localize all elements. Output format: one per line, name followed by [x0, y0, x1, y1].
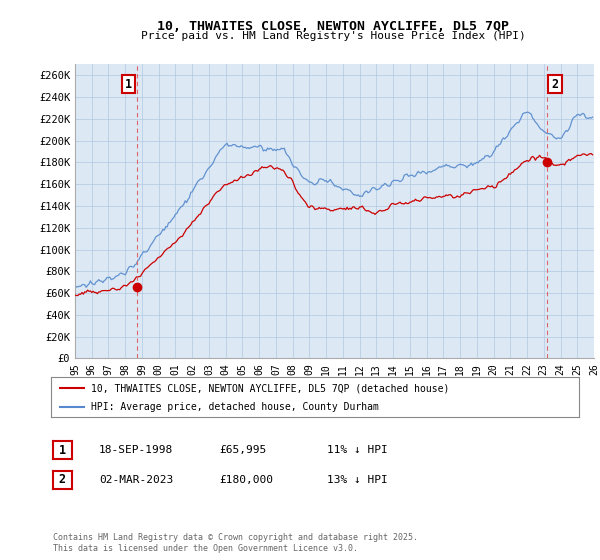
- Text: 11% ↓ HPI: 11% ↓ HPI: [327, 445, 388, 455]
- Text: HPI: Average price, detached house, County Durham: HPI: Average price, detached house, Coun…: [91, 402, 379, 412]
- Text: 10, THWAITES CLOSE, NEWTON AYCLIFFE, DL5 7QP (detached house): 10, THWAITES CLOSE, NEWTON AYCLIFFE, DL5…: [91, 383, 449, 393]
- Text: 2: 2: [59, 473, 66, 487]
- Text: £65,995: £65,995: [219, 445, 266, 455]
- Text: 02-MAR-2023: 02-MAR-2023: [99, 475, 173, 485]
- Text: Contains HM Land Registry data © Crown copyright and database right 2025.
This d: Contains HM Land Registry data © Crown c…: [53, 533, 418, 553]
- Text: £180,000: £180,000: [219, 475, 273, 485]
- Text: 13% ↓ HPI: 13% ↓ HPI: [327, 475, 388, 485]
- Text: Price paid vs. HM Land Registry's House Price Index (HPI): Price paid vs. HM Land Registry's House …: [140, 31, 526, 41]
- Text: 18-SEP-1998: 18-SEP-1998: [99, 445, 173, 455]
- Text: 1: 1: [59, 444, 66, 457]
- Text: 1: 1: [125, 77, 133, 91]
- Text: 10, THWAITES CLOSE, NEWTON AYCLIFFE, DL5 7QP: 10, THWAITES CLOSE, NEWTON AYCLIFFE, DL5…: [157, 20, 509, 32]
- Text: 2: 2: [551, 77, 559, 91]
